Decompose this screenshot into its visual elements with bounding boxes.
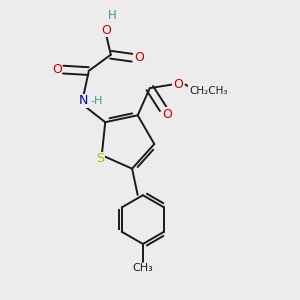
Text: S: S [96, 152, 104, 165]
Text: H: H [108, 9, 116, 22]
Text: O: O [134, 51, 144, 64]
Text: -H: -H [90, 96, 103, 106]
Text: O: O [162, 108, 172, 121]
Text: N: N [79, 94, 88, 107]
Text: O: O [52, 63, 62, 76]
Text: O: O [173, 78, 183, 91]
Text: CH₃: CH₃ [133, 263, 153, 273]
Text: CH₂CH₃: CH₂CH₃ [189, 85, 228, 95]
Text: O: O [101, 24, 111, 37]
